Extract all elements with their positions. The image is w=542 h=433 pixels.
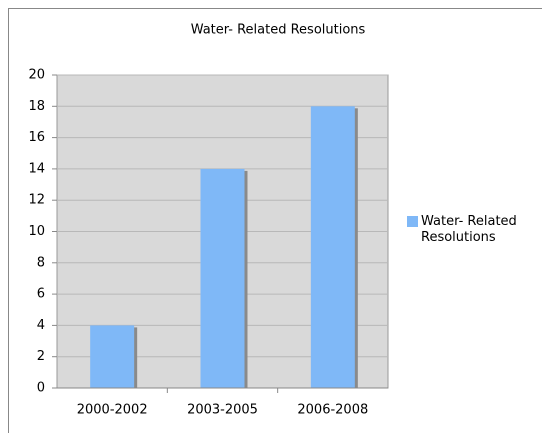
x-tick-label: 2006-2008 <box>297 403 368 418</box>
y-tick-label: 8 <box>37 255 45 270</box>
x-tick-label: 2000-2002 <box>77 403 148 418</box>
y-tick-label: 14 <box>28 161 45 176</box>
bar <box>310 106 355 389</box>
y-tick-label: 18 <box>28 99 45 114</box>
y-tick-label: 4 <box>37 318 45 333</box>
legend-swatch <box>407 216 418 227</box>
chart-title: Water- Related Resolutions <box>191 23 366 38</box>
bar <box>200 168 245 388</box>
y-tick-label: 2 <box>37 349 45 364</box>
y-tick-label: 6 <box>37 287 45 302</box>
y-tick-label: 12 <box>28 193 45 208</box>
bar <box>90 325 135 388</box>
y-tick-label: 20 <box>28 68 45 83</box>
legend-label: Water- Related Resolutions <box>421 214 517 245</box>
x-tick-label: 2003-2005 <box>187 403 258 418</box>
y-tick-label: 16 <box>28 130 45 145</box>
y-tick-label: 10 <box>28 224 45 239</box>
y-tick-label: 0 <box>37 381 45 396</box>
